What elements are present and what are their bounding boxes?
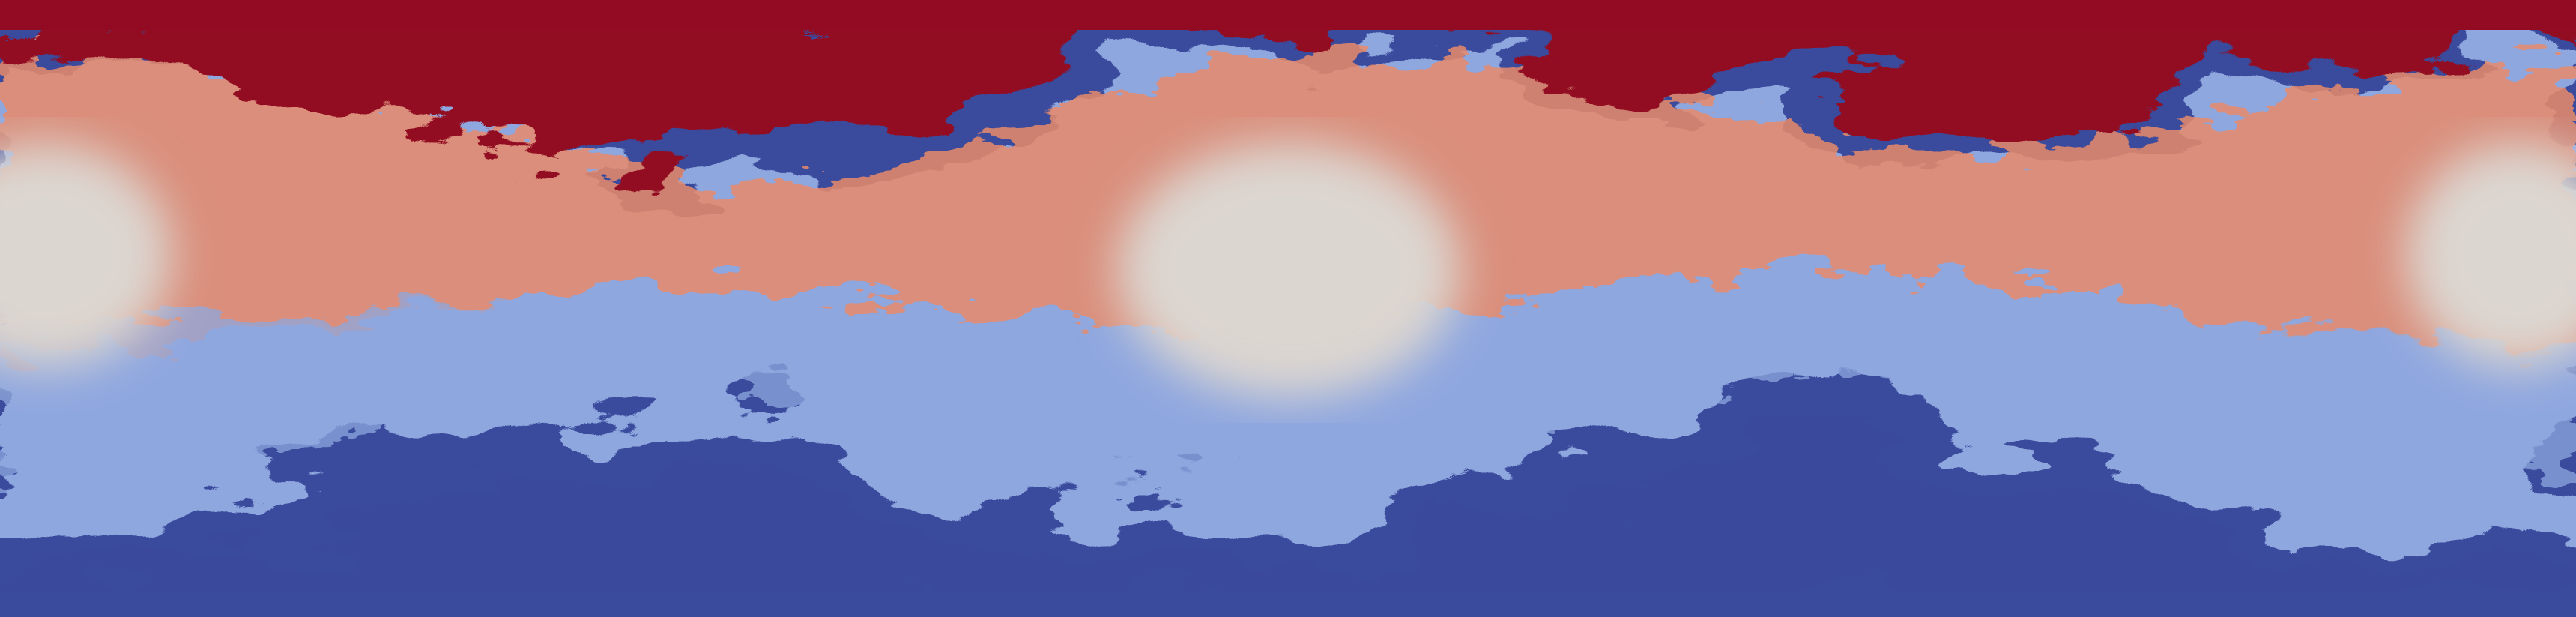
vortex-cores xyxy=(0,142,2576,397)
hot-layer xyxy=(0,0,2576,166)
hot-layer-top xyxy=(0,0,2576,30)
cold-layer-base xyxy=(0,592,2576,617)
cold-layer-bottom xyxy=(0,448,2576,617)
cool-mixing-region xyxy=(0,267,2576,481)
